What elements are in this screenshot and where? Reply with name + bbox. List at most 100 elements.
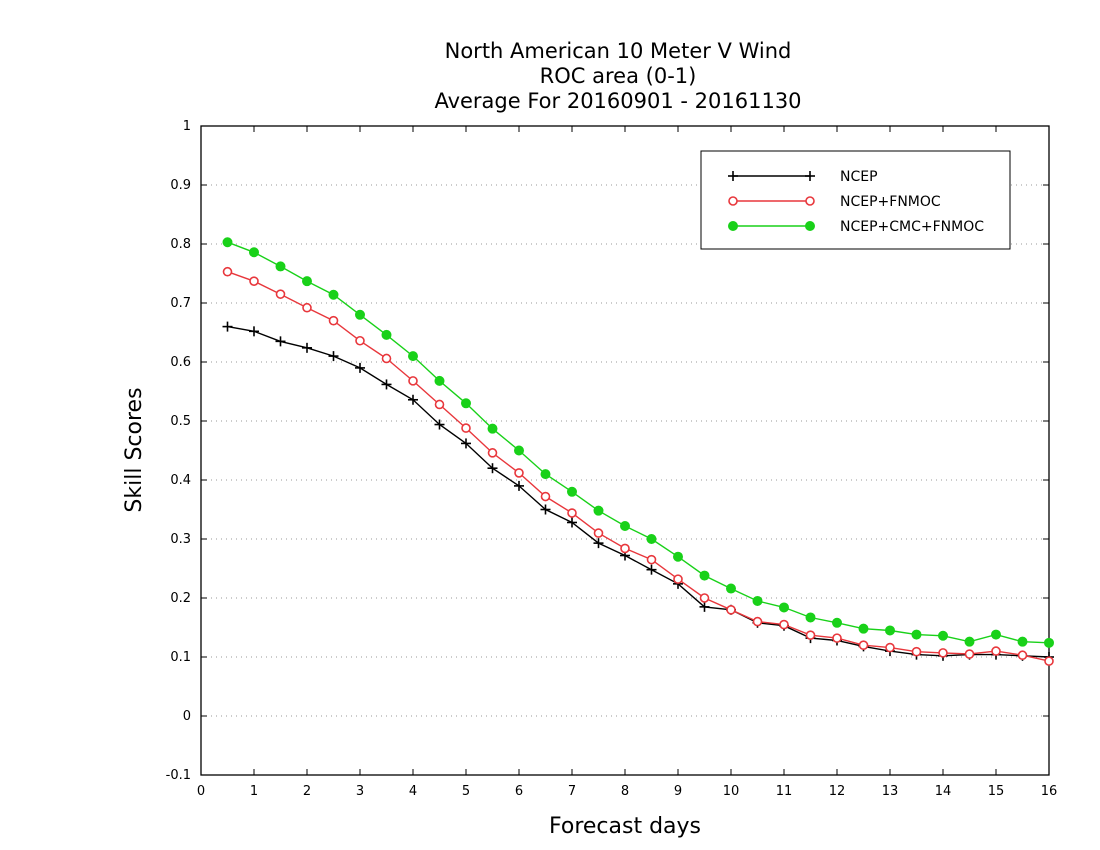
- legend-marker: [728, 221, 738, 231]
- legend-entry: NCEP+CMC+FNMOC: [728, 219, 984, 235]
- chart-title: North American 10 Meter V Wind ROC area …: [434, 39, 801, 113]
- y-tick-label: -0.1: [166, 768, 191, 783]
- y-tick-label: 0.7: [170, 296, 191, 311]
- data-point: [275, 336, 286, 347]
- y-tick-label: 0.1: [170, 650, 191, 665]
- data-point: [487, 448, 498, 458]
- data-point: [461, 398, 471, 409]
- x-tick-label: 5: [462, 784, 470, 799]
- data-point: [858, 640, 869, 651]
- data-point: [646, 554, 657, 565]
- data-point: [991, 646, 1001, 656]
- x-tick-label: 2: [303, 784, 311, 799]
- data-point: [434, 399, 445, 410]
- x-axis-label: Forecast days: [549, 814, 701, 839]
- data-point: [805, 612, 816, 623]
- data-point: [408, 351, 418, 362]
- x-tick-label: 15: [988, 784, 1005, 799]
- data-point: [1044, 637, 1054, 648]
- series-line: [227, 241, 1050, 644]
- data-point: [646, 564, 657, 575]
- series-0: [222, 321, 1054, 662]
- y-tick-label: 1: [183, 119, 191, 134]
- legend-label: NCEP: [840, 169, 878, 185]
- data-point: [275, 261, 286, 272]
- x-tick-label: 6: [515, 784, 523, 799]
- data-point: [620, 543, 630, 554]
- x-tick-label: 16: [1041, 784, 1058, 799]
- y-tick-label: 0.6: [170, 355, 191, 370]
- data-point: [752, 616, 763, 627]
- x-tick-label: 9: [674, 784, 682, 799]
- data-point: [249, 247, 259, 258]
- data-point: [885, 642, 895, 653]
- x-tick-label: 7: [568, 784, 576, 799]
- data-point: [593, 505, 604, 516]
- data-point: [752, 595, 763, 606]
- data-point: [249, 326, 259, 337]
- data-point: [461, 438, 471, 449]
- data-point: [381, 329, 392, 340]
- y-tick-label: 0.9: [170, 178, 191, 193]
- data-point: [832, 617, 842, 628]
- data-point: [328, 289, 339, 300]
- data-point: [302, 302, 312, 313]
- legend-entry: NCEP: [728, 169, 878, 185]
- x-tick-label: 1: [250, 784, 258, 799]
- y-tick-label: 0.5: [170, 414, 191, 429]
- data-point: [514, 480, 524, 491]
- legend-entry: NCEP+FNMOC: [728, 194, 941, 210]
- data-point: [991, 629, 1001, 640]
- axis-ticks: -0.100.10.20.30.40.50.60.70.80.910 1 2 3 4 5 6…: [166, 119, 1058, 799]
- series-1: [222, 266, 1054, 666]
- data-point: [222, 266, 233, 277]
- x-tick-label: 3: [356, 784, 364, 799]
- data-point: [434, 375, 445, 386]
- data-point: [434, 419, 445, 430]
- x-tick-label: 12: [829, 784, 846, 799]
- data-point: [355, 309, 365, 320]
- legend-label: NCEP+CMC+FNMOC: [840, 219, 984, 235]
- series-line: [227, 271, 1050, 662]
- data-point: [699, 570, 710, 581]
- legend-marker: [805, 196, 815, 206]
- data-point: [222, 237, 233, 248]
- data-point: [779, 619, 789, 630]
- data-point: [646, 534, 657, 544]
- data-point: [858, 623, 869, 634]
- data-point: [964, 649, 975, 659]
- legend-marker: [805, 171, 815, 181]
- data-point: [673, 574, 683, 584]
- y-tick-label: 0.3: [170, 532, 191, 547]
- chart-title-line-3: Average For 20160901 - 20161130: [434, 89, 801, 113]
- data-point: [673, 551, 683, 562]
- data-point: [1044, 656, 1054, 666]
- y-axis-label: Skill Scores: [122, 387, 147, 512]
- data-point: [408, 376, 418, 386]
- data-point: [699, 593, 710, 603]
- data-point: [302, 276, 312, 287]
- data-point: [567, 517, 577, 528]
- data-point: [514, 468, 524, 478]
- data-point: [355, 335, 365, 346]
- data-point: [461, 423, 471, 433]
- chart-title-line-2: ROC area (0-1): [540, 64, 697, 88]
- data-point: [938, 630, 948, 641]
- legend-marker: [805, 221, 815, 231]
- data-point: [487, 423, 498, 434]
- legend-box: [700, 150, 1011, 250]
- y-tick-label: 0: [183, 709, 191, 724]
- data-point: [381, 379, 392, 390]
- data-point: [1017, 650, 1028, 661]
- data-point: [540, 469, 551, 480]
- data-point: [726, 604, 736, 615]
- data-point: [328, 351, 339, 362]
- data-point: [593, 538, 604, 549]
- data-point: [779, 602, 789, 613]
- data-point: [938, 648, 948, 658]
- x-tick-label: 14: [935, 784, 952, 799]
- data-point: [832, 633, 842, 643]
- legend-marker: [728, 196, 738, 206]
- data-point: [964, 636, 975, 647]
